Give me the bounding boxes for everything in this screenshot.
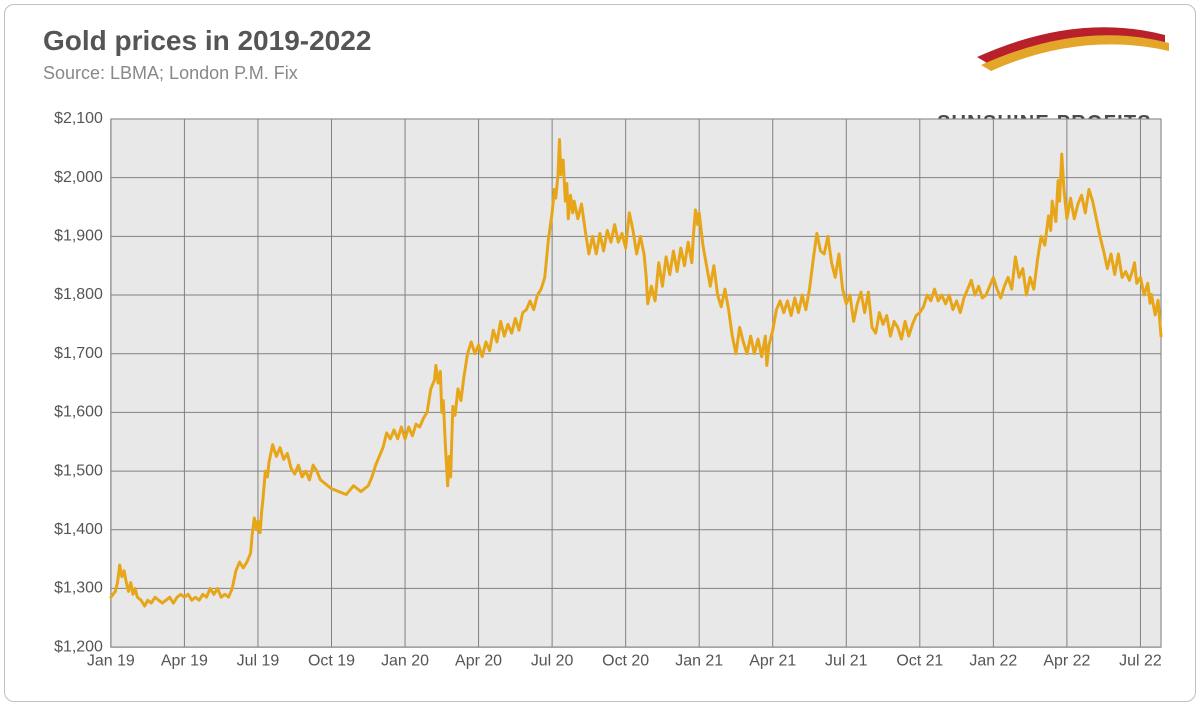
chart-subtitle: Source: LBMA; London P.M. Fix [43, 63, 298, 84]
x-tick-label: Jan 21 [675, 652, 723, 669]
y-tick-label: $2,100 [54, 110, 103, 127]
publisher-logo: SUNSHINE PROFITS Tools for Effective Gol… [937, 17, 1177, 107]
x-tick-label: Jan 19 [87, 652, 135, 669]
line-chart-svg: $1,200$1,300$1,400$1,500$1,600$1,700$1,8… [41, 109, 1175, 681]
x-tick-label: Apr 21 [749, 652, 796, 669]
x-tick-label: Jul 19 [237, 652, 280, 669]
chart-area: $1,200$1,300$1,400$1,500$1,600$1,700$1,8… [41, 109, 1175, 681]
y-tick-label: $1,600 [54, 404, 103, 421]
chart-title: Gold prices in 2019-2022 [43, 25, 371, 57]
x-tick-label: Oct 21 [896, 652, 943, 669]
y-tick-label: $1,900 [54, 228, 103, 245]
x-tick-label: Jul 20 [531, 652, 574, 669]
y-tick-label: $1,700 [54, 345, 103, 362]
y-tick-label: $1,500 [54, 462, 103, 479]
chart-frame: Gold prices in 2019-2022 Source: LBMA; L… [4, 4, 1196, 702]
x-tick-label: Oct 20 [602, 652, 649, 669]
logo-svg [937, 17, 1177, 107]
y-tick-label: $1,400 [54, 521, 103, 538]
x-tick-label: Apr 20 [455, 652, 502, 669]
x-tick-label: Oct 19 [308, 652, 355, 669]
y-tick-label: $1,300 [54, 580, 103, 597]
x-tick-label: Apr 22 [1043, 652, 1090, 669]
x-tick-label: Jan 22 [969, 652, 1017, 669]
x-tick-label: Jul 22 [1119, 652, 1162, 669]
x-tick-label: Jan 20 [381, 652, 429, 669]
y-tick-label: $2,000 [54, 169, 103, 186]
logo-swoosh-icon [977, 27, 1169, 71]
x-tick-label: Apr 19 [161, 652, 208, 669]
y-tick-label: $1,800 [54, 286, 103, 303]
x-tick-label: Jul 21 [825, 652, 868, 669]
